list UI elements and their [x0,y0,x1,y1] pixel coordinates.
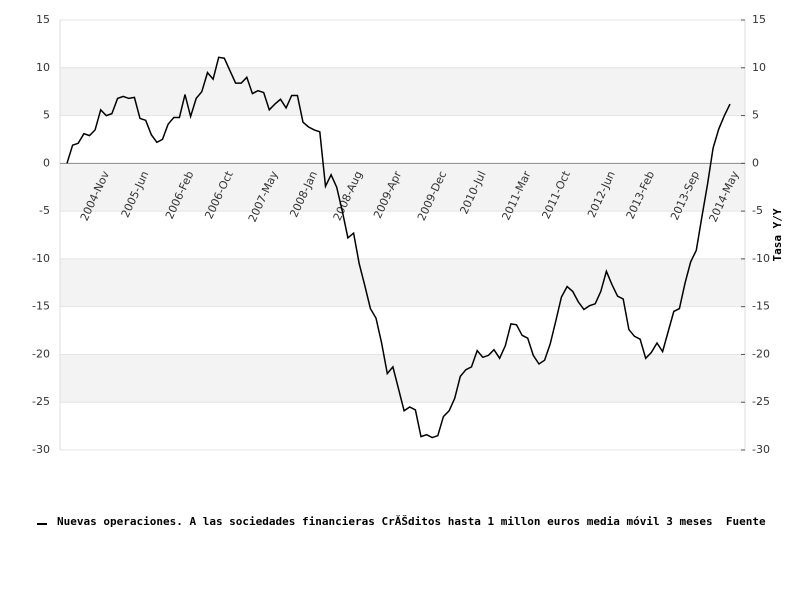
y-tick-label: 5 [43,109,50,122]
y2-axis-label: Tasa Y/Y [771,208,784,261]
y-tick-label: -15 [32,300,50,313]
y-tick-label: -25 [32,395,50,408]
grid-band [60,258,745,307]
y-tick-label: 0 [43,156,50,169]
y2-tick-label: 10 [752,61,766,74]
y-tick-label: -10 [32,252,50,265]
y-tick-label: 15 [36,13,50,26]
legend-label: Nuevas operaciones. A las sociedades fin… [57,515,766,528]
y2-tick-label: -10 [752,252,770,265]
y2-tick-label: 5 [752,109,759,122]
y2-tick-label: -30 [752,443,770,456]
y-tick-label: 10 [36,61,50,74]
y2-tick-label: 15 [752,13,766,26]
y2-tick-label: -25 [752,395,770,408]
y-tick-label: -20 [32,347,50,360]
y2-tick-label: -20 [752,347,770,360]
y-tick-label: -30 [32,443,50,456]
grid-band [60,354,745,403]
grid-band [60,67,745,116]
y2-tick-label: -5 [752,204,763,217]
line-series [66,56,731,439]
y2-tick-label: 0 [752,156,759,169]
grid-band [60,163,745,212]
y2-tick-label: -15 [752,300,770,313]
y-tick-label: -5 [39,204,50,217]
